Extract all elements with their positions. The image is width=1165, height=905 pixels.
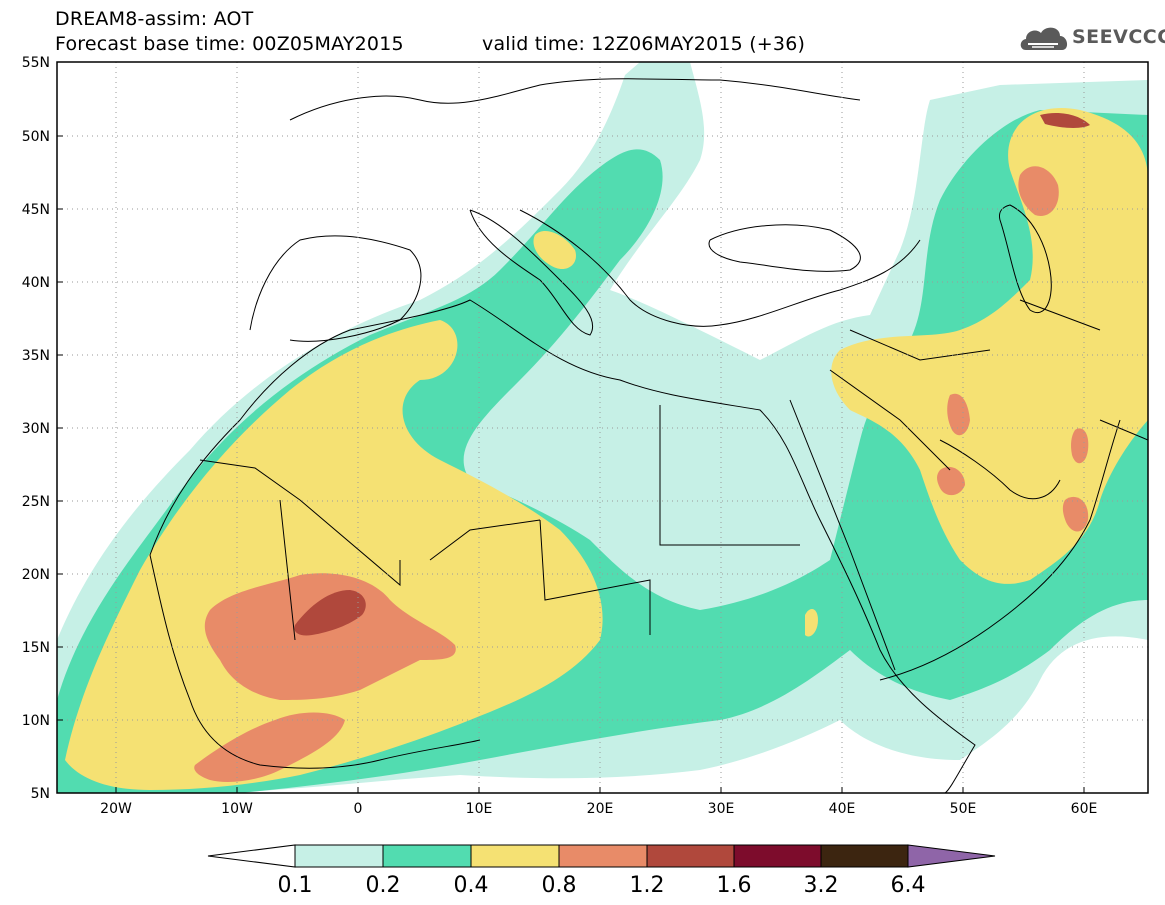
persian-gulf [939, 439, 1061, 500]
lat-label: 5N [31, 786, 50, 802]
lon-label: 50E [950, 801, 977, 817]
aot-shade-0.4-italy [533, 230, 576, 270]
west-africa-coast [149, 554, 481, 769]
lon-label: 40E [829, 801, 856, 817]
colorbar-label: 0.8 [542, 873, 577, 898]
aot-shade-0.8-caspian [1018, 166, 1059, 216]
lon-label: 10W [221, 801, 253, 817]
arabia-coast [879, 419, 1121, 681]
iberia-coast [249, 235, 422, 342]
lat-label: 20N [22, 567, 50, 583]
colorbar-segment [382, 844, 472, 868]
red-sea [789, 399, 896, 671]
colorbar-segment [820, 844, 909, 868]
colorbar-labels: 0.1 0.2 0.4 0.8 1.2 1.6 3.2 6.4 [278, 873, 926, 898]
aot-shade-0.4-west [65, 320, 603, 790]
colorbar-under-arrow [207, 844, 296, 868]
lon-label: 20W [100, 801, 132, 817]
aot-shade-0.8-coast [194, 712, 345, 782]
borders-sahara [199, 405, 800, 641]
africa-coast [149, 299, 976, 793]
colorbar-segment [646, 844, 735, 868]
lat-label: 30N [22, 421, 50, 437]
colorbar-segment [294, 844, 384, 868]
colorbar-segment [558, 844, 648, 868]
colorbar-label: 0.2 [366, 873, 401, 898]
base-time-label: Forecast base time: 00Z05MAY2015 [55, 33, 404, 55]
borders-middle-east [829, 299, 1148, 471]
colorbar-label: 0.4 [454, 873, 489, 898]
logo-text: SEEVCCC [1072, 26, 1165, 48]
colorbar-over-arrow [907, 844, 996, 868]
lat-label: 10N [22, 713, 50, 729]
aot-shade-1.2-kazakh [1040, 113, 1090, 128]
lon-label: 20E [587, 801, 614, 817]
colorbar-label: 1.6 [717, 873, 752, 898]
colorbar-label: 3.2 [804, 873, 839, 898]
longitude-labels: 20W 10W 0 10E 20E 30E 40E 50E 60E [100, 801, 1097, 817]
lat-label: 40N [22, 275, 50, 291]
lat-label: 25N [22, 494, 50, 510]
aot-shade-0.8-gulf [937, 466, 965, 496]
lon-label: 0 [354, 801, 363, 817]
lat-label: 15N [22, 640, 50, 656]
lat-label: 35N [22, 348, 50, 364]
lat-label: 50N [22, 129, 50, 145]
aot-shade-0.4-red-sea [805, 608, 818, 637]
balkans-coast [519, 209, 921, 327]
seevccc-logo: SEEVCCC [1018, 22, 1165, 56]
coastlines [149, 78, 1148, 793]
colorbar-segment [733, 844, 822, 868]
aot-shade-0.8-oman [1062, 496, 1089, 532]
aot-shade-0.8-iran [1071, 428, 1089, 464]
colorbar [207, 844, 996, 868]
aot-shade-0.8-sahel [204, 573, 456, 700]
black-sea [708, 224, 861, 272]
colorbar-label: 1.2 [630, 873, 665, 898]
lon-label: 30E [708, 801, 735, 817]
axis-ticks [57, 61, 1085, 793]
colorbar-label: 6.4 [891, 873, 926, 898]
lon-label: 60E [1071, 801, 1098, 817]
caspian-sea [999, 204, 1052, 313]
italy-coast [469, 209, 594, 336]
aot-shade-0.4-middle-east [831, 108, 1148, 584]
colorbar-label: 0.1 [278, 873, 313, 898]
colorbar-segment [470, 844, 560, 868]
chart-title: DREAM8-assim: AOT [55, 8, 254, 30]
europe-north [289, 78, 861, 121]
latitude-labels: 55N 50N 45N 40N 35N 30N 25N 20N 15N 10N … [22, 55, 50, 802]
valid-time-label: valid time: 12Z06MAY2015 (+36) [482, 33, 806, 55]
aot-shade-1.2-core [294, 590, 366, 636]
lat-label: 55N [22, 55, 50, 71]
lat-label: 45N [22, 202, 50, 218]
cloud-icon [1020, 27, 1068, 50]
lon-label: 10E [466, 801, 493, 817]
aot-shade-0.8-iraq [947, 393, 970, 436]
gridlines [57, 62, 1148, 793]
